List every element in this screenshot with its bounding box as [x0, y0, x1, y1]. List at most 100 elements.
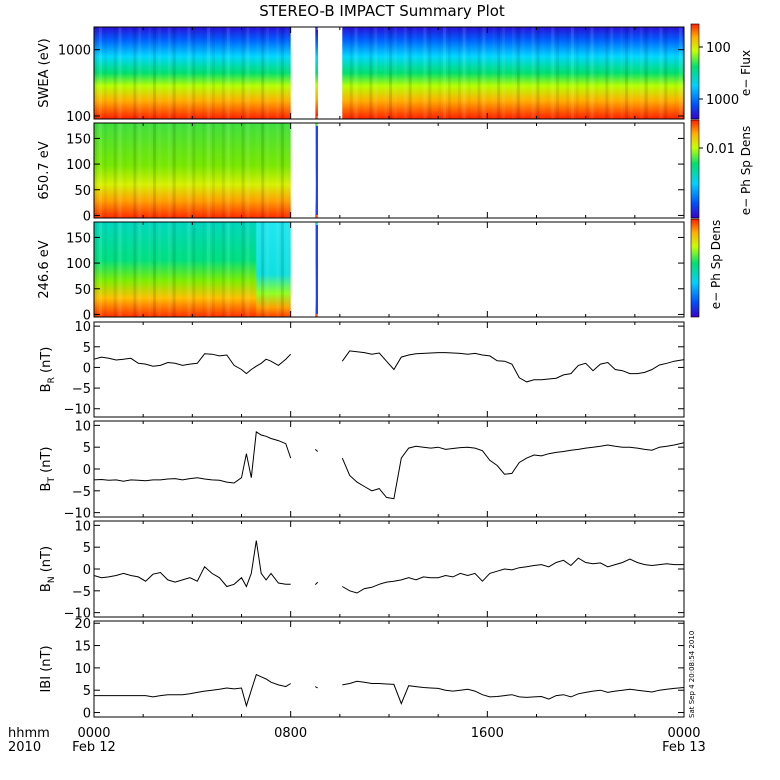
- heatmap-stripe: [349, 27, 353, 119]
- y-tick-label: 0: [83, 463, 91, 478]
- heatmap-stripe: [163, 123, 166, 218]
- heatmap-stripe: [620, 27, 624, 119]
- heatmap-stripe: [360, 27, 363, 119]
- x-tick-label: 0800: [274, 726, 307, 741]
- heatmap-stripe: [143, 123, 146, 218]
- heatmap-stripe: [605, 27, 609, 119]
- y-tick-label: 15: [74, 640, 91, 655]
- colorbar: 0.01 e− Ph Sp Dens: [690, 119, 753, 219]
- heatmap-stripe: [148, 27, 152, 119]
- y-axis-label-unit: (nT): [39, 347, 54, 377]
- heatmap-stripe: [163, 222, 166, 317]
- heatmap-stripe: [167, 123, 171, 218]
- heatmap-stripe: [492, 27, 495, 119]
- heatmap-stripe: [183, 123, 186, 218]
- heatmap-stripe: [521, 27, 525, 119]
- heatmap-stripe: [202, 123, 206, 218]
- colorbar-scale: [690, 23, 700, 120]
- heatmap-stripe: [679, 27, 683, 119]
- x-tick-label: 0000: [667, 726, 700, 741]
- heatmap-stripe: [109, 222, 112, 317]
- heatmap-stripe: [285, 27, 289, 119]
- heatmap-stripe: [285, 222, 289, 317]
- heatmap-stripe: [148, 222, 152, 317]
- panel-3: e− Ph Sp Dens 0 50 100 150 246.6 eV: [37, 218, 723, 323]
- series-line: [93, 350, 685, 383]
- heatmap-stripe: [109, 27, 112, 119]
- heatmap-stripe: [192, 123, 196, 218]
- y-tick-label: −5: [72, 382, 91, 397]
- heatmap-stripe: [261, 27, 265, 119]
- heatmap-stripe: [570, 27, 574, 119]
- heatmap-stripe: [157, 222, 161, 317]
- heatmap-stripe: [118, 27, 122, 119]
- heatmap-stripe: [133, 123, 137, 218]
- heatmap-stripe: [246, 222, 250, 317]
- y-tick-label: 0: [83, 563, 91, 578]
- panel-2: 0.01 e− Ph Sp Dens 0 50 100 150 650.7 eV: [37, 119, 753, 224]
- x-tick-sublabel: Feb 13: [662, 740, 706, 755]
- heatmap-stripe: [197, 222, 200, 317]
- heatmap-stripe: [256, 27, 259, 119]
- heatmap-stripe: [585, 27, 589, 119]
- y-tick-label: 100: [66, 257, 91, 272]
- heatmap-stripe: [207, 123, 211, 218]
- heatmap-stripe: [644, 27, 648, 119]
- heatmap-stripe: [477, 27, 481, 119]
- data-gap: [290, 27, 316, 119]
- x-axis-caption-year: 2010: [8, 740, 41, 755]
- y-tick-label: 10: [74, 320, 91, 335]
- heatmap-stripe: [226, 27, 230, 119]
- heatmap-stripe: [192, 222, 196, 317]
- heatmap-stripe: [419, 27, 422, 119]
- heatmap-stripe: [167, 222, 171, 317]
- heatmap-stripe: [128, 222, 131, 317]
- series-line: [93, 540, 684, 594]
- heatmap-stripe: [98, 27, 102, 119]
- heatmap-stripe: [408, 27, 412, 119]
- y-tick-label: 0: [83, 308, 91, 323]
- heatmap-stripe: [221, 27, 225, 119]
- heatmap-stripe: [187, 222, 191, 317]
- y-tick-label: 10: [74, 419, 91, 434]
- colorbar-scale: [690, 119, 700, 219]
- heatmap-stripe: [457, 27, 461, 119]
- heatmap-stripe: [237, 123, 240, 218]
- heatmap-stripe: [280, 27, 284, 119]
- heatmap-stripe: [536, 27, 540, 119]
- heatmap-stripe: [113, 222, 117, 317]
- heatmap-stripe: [202, 222, 206, 317]
- colorbar-scale: [690, 218, 700, 318]
- y-tick-label: −5: [72, 585, 91, 600]
- heatmap-stripe: [266, 123, 270, 218]
- heatmap-stripe: [285, 123, 289, 218]
- heatmap-stripe: [138, 123, 142, 218]
- panel-5: BT (nT) −10 −5 0 5 10: [39, 419, 685, 522]
- heatmap-stripe: [389, 27, 392, 119]
- heatmap-stripe: [275, 27, 279, 119]
- heatmap-stripe: [384, 27, 388, 119]
- y-tick-label: −10: [64, 403, 91, 418]
- heatmap-stripe: [556, 27, 560, 119]
- heatmap-field: [94, 27, 684, 119]
- heatmap-stripe: [650, 27, 653, 119]
- heatmap-stripe: [232, 123, 235, 218]
- heatmap-stripe: [232, 27, 235, 119]
- heatmap-stripe: [109, 123, 112, 218]
- heatmap-stripe: [241, 222, 245, 317]
- y-tick-label: 0: [83, 361, 91, 376]
- heatmap-stripe: [124, 27, 127, 119]
- heatmap-stripe: [399, 27, 402, 119]
- heatmap-stripe: [128, 27, 131, 119]
- heatmap-stripe: [669, 27, 672, 119]
- data-gap: [317, 222, 684, 317]
- heatmap-stripe: [103, 123, 107, 218]
- y-axis-label: SWEA (eV): [37, 38, 52, 107]
- heatmap-stripe: [581, 27, 584, 119]
- heatmap-stripe: [516, 27, 520, 119]
- heatmap-stripe: [266, 27, 270, 119]
- panel-frame: [93, 520, 685, 618]
- panel-6: BN (nT) −10 −5 0 5 10: [39, 519, 685, 622]
